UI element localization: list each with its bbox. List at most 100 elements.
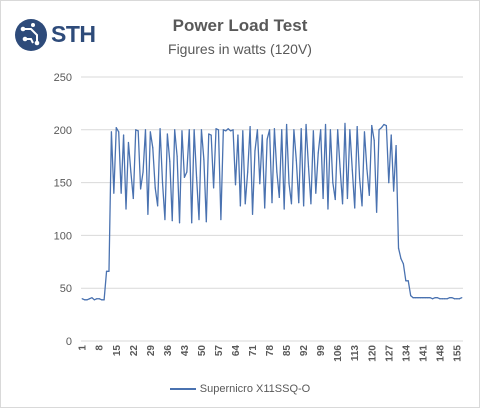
x-tick-label: 127 [384,345,395,362]
data-point [427,297,429,299]
data-point [88,298,91,300]
data-point [86,299,88,301]
data-point [329,129,331,131]
data-point [142,171,144,173]
data-point [446,298,448,300]
x-axis-ticks: 1 8 15 22 29 36 43 50 57 64 71 78 85 92 99 106 113 120 127… [78,345,464,362]
data-point [251,213,254,215]
data-point [227,128,229,130]
data-point [108,270,110,272]
data-point [324,123,327,126]
data-point [118,131,120,133]
data-point [135,129,137,131]
data-point [132,197,134,200]
x-tick-label: 8 [95,345,106,351]
data-point [449,297,451,299]
data-point [159,128,161,130]
y-tick-label: 50 [60,283,72,295]
data-point [434,297,436,299]
data-point [130,171,132,173]
data-point [120,192,122,194]
data-point [278,196,280,198]
data-point [332,182,334,184]
data-point [103,299,105,301]
x-tick-label: 15 [112,345,123,357]
data-point [122,134,125,136]
data-point [293,129,295,131]
data-point [344,122,346,125]
data-point [363,131,366,133]
data-point [414,297,417,299]
data-point [395,145,397,147]
data-point [458,298,460,300]
data-point [125,208,127,210]
data-point [164,218,166,221]
data-point [127,141,130,144]
data-point [137,130,139,132]
data-point [361,205,363,207]
data-point [461,297,463,299]
data-point [339,168,341,170]
data-point [341,203,344,205]
legend: Supernicro X11SSQ-O [1,383,479,395]
x-tick-label: 36 [163,345,174,357]
data-point [208,133,210,135]
data-point [232,129,234,131]
data-point [429,297,431,299]
data-point [149,131,151,133]
data-point [101,299,103,301]
data-point [417,297,419,299]
data-point [171,220,173,222]
gridlines [81,76,463,342]
y-tick-label: 250 [54,72,72,84]
legend-label: Supernicro X11SSQ-O [199,383,311,395]
data-point [397,247,400,249]
data-point [371,124,373,127]
data-point [234,184,237,186]
x-tick-label: 85 [282,345,293,357]
series-group [81,122,463,301]
chart-title: Power Load Test [172,16,308,35]
x-tick-label: 64 [231,345,242,357]
data-point [305,123,307,126]
sth-logo [11,15,81,55]
data-point [346,197,349,200]
data-point [195,176,198,178]
data-point [303,205,305,207]
data-point [147,213,149,215]
data-point [271,202,273,204]
y-tick-label: 150 [54,178,72,190]
data-point [388,182,390,184]
y-tick-label: 0 [66,336,72,348]
data-point [383,123,385,126]
data-point [349,129,351,131]
x-tick-label: 22 [129,345,140,357]
data-point [210,134,212,136]
series-line [81,122,463,301]
data-point [166,133,168,135]
data-point [295,159,297,162]
data-point [247,171,249,173]
data-point [200,129,203,131]
data-point [288,183,290,185]
data-point [419,297,422,299]
x-tick-label: 78 [265,345,276,357]
legend-swatch [169,388,196,391]
data-point [373,139,375,141]
data-point [215,128,217,130]
data-point [144,129,147,131]
x-tick-label: 92 [299,345,310,357]
y-tick-label: 200 [54,125,72,137]
data-point [220,218,222,221]
data-point [337,129,339,131]
data-point [281,129,283,131]
data-point [298,202,300,204]
data-point [249,126,251,128]
data-point [405,280,407,282]
data-point [307,166,310,168]
data-point [283,208,285,210]
data-point [113,192,115,194]
data-point [334,198,336,201]
data-point [393,190,395,192]
data-point [400,258,402,260]
